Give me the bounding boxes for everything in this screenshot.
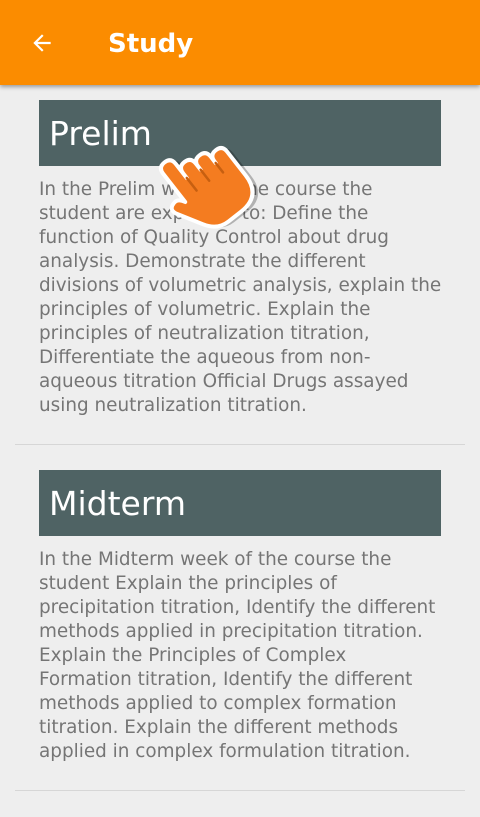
prelim-description: In the Prelim week of the course the stu…	[39, 179, 442, 416]
midterm-description: In the Midterm week of the course the st…	[39, 549, 436, 762]
arrow-back-icon	[33, 34, 51, 52]
midterm-header: Midterm	[39, 470, 441, 536]
back-button[interactable]	[22, 23, 62, 63]
divider	[15, 444, 465, 445]
prelim-header: Prelim	[39, 100, 441, 166]
page-title: Study	[108, 29, 194, 59]
app-bar: Study	[0, 0, 480, 85]
divider	[15, 790, 465, 791]
study-list[interactable]: Prelim In the Prelim week of the course …	[0, 85, 480, 817]
